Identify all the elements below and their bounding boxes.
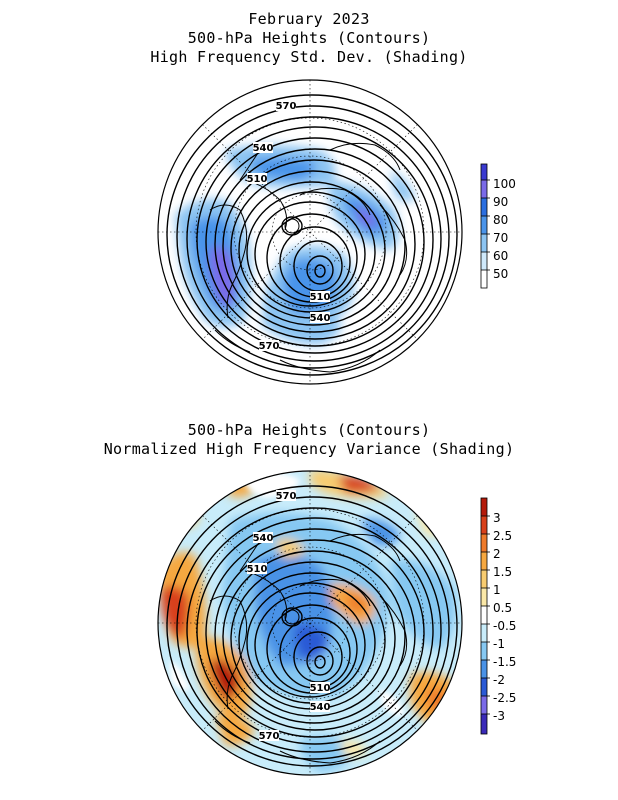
top-contour-label-570-south: 570 bbox=[259, 341, 280, 352]
top-colorbar-swatch-2 bbox=[481, 180, 487, 198]
bottom-colorbar-swatch-2 bbox=[481, 516, 487, 534]
top-title-line-3: High Frequency Std. Dev. (Shading) bbox=[150, 48, 468, 66]
bottom-contour-label-540-north: 540 bbox=[253, 533, 274, 544]
bottom-colorbar-swatch-7 bbox=[481, 606, 487, 624]
bottom-contour-labels: 570 540 510 510 540 570 bbox=[247, 490, 331, 742]
bottom-colorbar-swatch-11 bbox=[481, 678, 487, 696]
top-map-border bbox=[157, 79, 463, 385]
top-contour-label-510-north: 510 bbox=[247, 174, 268, 185]
bottom-contour-label-570-south: 570 bbox=[259, 731, 280, 742]
bottom-height-contours bbox=[166, 485, 458, 767]
bottom-colorbar-label-3: 3 bbox=[493, 511, 501, 525]
bottom-colorbar-label-neg-2: -2 bbox=[493, 673, 505, 687]
bottom-colorbar-label-0.5: 0.5 bbox=[493, 601, 512, 615]
bottom-contour-label-510-south: 510 bbox=[310, 683, 331, 694]
bottom-colorbar-label-1.5: 1.5 bbox=[493, 565, 512, 579]
top-colorbar-label-90: 90 bbox=[493, 195, 508, 209]
bottom-colorbar-swatch-3 bbox=[481, 534, 487, 552]
bottom-colorbar-label-neg-1: -1 bbox=[493, 637, 505, 651]
top-colorbar: 100 90 80 70 60 50 bbox=[480, 163, 516, 289]
bottom-colorbar-swatch-10 bbox=[481, 660, 487, 678]
top-colorbar-label-50: 50 bbox=[493, 267, 508, 281]
bottom-colorbar: 3 2.5 2 1.5 1 0.5 -0.5 -1 -1.5 -2 -2.5 -… bbox=[480, 497, 516, 735]
top-colorbar-swatch-3 bbox=[481, 198, 487, 216]
top-colorbar-swatch-4 bbox=[481, 216, 487, 234]
top-panel-title: February 2023 500-hPa Heights (Contours)… bbox=[0, 10, 618, 67]
bottom-colorbar-label-1: 1 bbox=[493, 583, 501, 597]
top-title-line-2: 500-hPa Heights (Contours) bbox=[187, 29, 431, 47]
bottom-colorbar-swatch-6 bbox=[481, 588, 487, 606]
bottom-colorbar-label-2: 2 bbox=[493, 547, 501, 561]
top-contour-label-540-south: 540 bbox=[310, 313, 331, 324]
bottom-colorbar-label-2.5: 2.5 bbox=[493, 529, 512, 543]
top-height-contours bbox=[166, 94, 458, 376]
top-colorbar-swatch-7 bbox=[481, 270, 487, 288]
bottom-colorbar-swatch-9 bbox=[481, 642, 487, 660]
top-colorbar-label-100: 100 bbox=[493, 177, 516, 191]
bottom-panel-title: 500-hPa Heights (Contours) Normalized Hi… bbox=[0, 421, 618, 459]
bottom-colorbar-swatch-5 bbox=[481, 570, 487, 588]
top-colorbar-swatch-5 bbox=[481, 234, 487, 252]
top-title-line-1: February 2023 bbox=[248, 10, 370, 28]
bottom-map-border bbox=[157, 470, 463, 776]
top-contour-labels: 570 540 510 510 540 570 bbox=[247, 100, 331, 352]
bottom-colorbar-label-neg-0.5: -0.5 bbox=[493, 619, 516, 633]
top-contour-label-540-north: 540 bbox=[253, 143, 274, 154]
top-colorbar-swatch-6 bbox=[481, 252, 487, 270]
bottom-colorbar-swatch-4 bbox=[481, 552, 487, 570]
bottom-colorbar-swatch-1 bbox=[481, 498, 487, 516]
top-colorbar-swatch-1 bbox=[481, 164, 487, 180]
top-colorbar-label-70: 70 bbox=[493, 231, 508, 245]
bottom-colorbar-label-neg-2.5: -2.5 bbox=[493, 691, 516, 705]
bottom-colorbar-swatch-12 bbox=[481, 696, 487, 714]
bottom-contour-label-540-south: 540 bbox=[310, 702, 331, 713]
bottom-contour-label-570-north: 570 bbox=[276, 491, 297, 502]
bottom-colorbar-swatch-13 bbox=[481, 714, 487, 734]
top-colorbar-label-80: 80 bbox=[493, 213, 508, 227]
bottom-title-line-1: 500-hPa Heights (Contours) bbox=[187, 421, 431, 439]
bottom-polar-map: 570 540 510 510 540 570 bbox=[157, 470, 463, 776]
top-contour-label-510-south: 510 bbox=[310, 292, 331, 303]
bottom-title-line-2: Normalized High Frequency Variance (Shad… bbox=[103, 440, 515, 458]
top-colorbar-label-60: 60 bbox=[493, 249, 508, 263]
bottom-colorbar-label-neg-3: -3 bbox=[493, 709, 505, 723]
bottom-colorbar-label-neg-1.5: -1.5 bbox=[493, 655, 516, 669]
bottom-colorbar-swatch-8 bbox=[481, 624, 487, 642]
top-polar-map: 570 540 510 510 540 570 bbox=[157, 79, 463, 385]
top-contour-label-570-north: 570 bbox=[276, 101, 297, 112]
bottom-contour-label-510-north: 510 bbox=[247, 564, 268, 575]
